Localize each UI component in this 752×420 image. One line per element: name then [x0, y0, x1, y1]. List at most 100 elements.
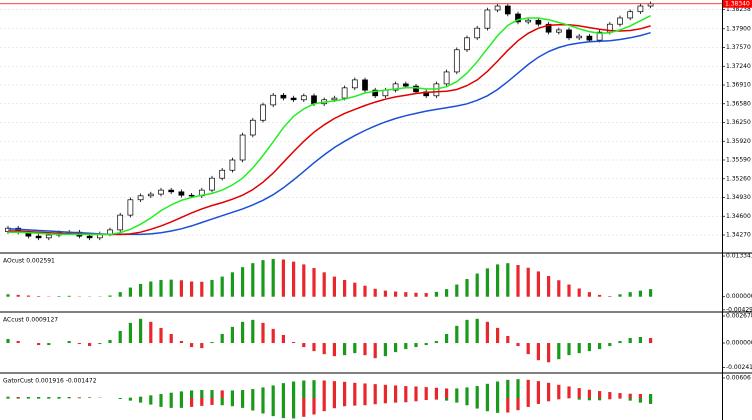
histogram-bar [587, 343, 591, 352]
gator-bar [587, 397, 591, 401]
y-tick-label: 1.37900 [726, 25, 751, 32]
gator-bar [506, 397, 510, 413]
gator-bar [57, 397, 61, 398]
candle-body [484, 9, 491, 29]
gator-bar [200, 390, 204, 398]
gator-bar [26, 397, 30, 399]
candle-body [474, 27, 481, 39]
histogram-bar [536, 343, 540, 361]
pane-title: AOcust 0.002591 [3, 258, 55, 265]
histogram-bar [638, 290, 642, 297]
gator-bar [37, 397, 41, 398]
histogram-bar [404, 343, 408, 350]
gator-bar [526, 379, 530, 398]
histogram-bar [261, 260, 265, 297]
candle-body [545, 23, 552, 33]
candle-body [86, 235, 93, 239]
gator-bar [6, 396, 10, 398]
candle-body [504, 5, 511, 15]
y-tick-label: 0.013341 [726, 253, 752, 260]
gator-bar [169, 397, 173, 408]
histogram-bar [445, 289, 449, 297]
y-tick-label: 1.36580 [726, 100, 751, 107]
candle-body [433, 83, 440, 97]
candle-body [637, 5, 644, 13]
histogram-bar [404, 292, 408, 297]
histogram-bar [353, 282, 357, 297]
histogram-bar [271, 258, 275, 297]
histogram-bar [332, 343, 336, 357]
gator-bar [220, 390, 224, 398]
histogram-bar [424, 343, 428, 346]
gator-bar [190, 390, 194, 398]
histogram-bar [169, 333, 173, 344]
gator-bar [608, 392, 612, 398]
gator-bar [475, 386, 479, 398]
gator-bar [332, 381, 336, 398]
histogram-bar [200, 343, 204, 349]
histogram-bar [118, 330, 122, 344]
gator-bar [6, 397, 10, 399]
candle-body [464, 37, 470, 51]
histogram-bar [526, 267, 530, 297]
histogram-bar [383, 290, 387, 297]
histogram-bar [159, 327, 163, 344]
gator-bar [383, 397, 387, 404]
histogram-bar [98, 343, 102, 345]
histogram-bar [465, 279, 469, 297]
histogram-bar [108, 295, 112, 297]
gator-bar [159, 397, 163, 407]
gator-bar [404, 386, 408, 398]
candle-body [209, 177, 215, 191]
candle-body [300, 95, 307, 101]
gator-bar [649, 394, 653, 398]
histogram-bar [16, 341, 20, 344]
histogram-bar [628, 337, 632, 344]
candle-body [178, 191, 185, 196]
histogram-bar [251, 319, 255, 344]
y-tick-label: 0.00606 [726, 374, 751, 381]
histogram-bar [608, 296, 612, 297]
histogram-bar [587, 292, 591, 297]
candle-body [362, 79, 368, 91]
histogram-bar [37, 296, 41, 297]
gator-bar [159, 394, 163, 398]
histogram-bar [383, 343, 387, 357]
histogram-bar [271, 328, 275, 344]
histogram-bar [67, 295, 71, 297]
histogram-bar [414, 343, 418, 348]
gator-bar [37, 397, 41, 399]
gator-bar [353, 397, 357, 406]
histogram-bar [322, 343, 326, 355]
histogram-bar [557, 343, 561, 360]
candle-body [372, 89, 379, 97]
candle-body [239, 134, 246, 161]
histogram-bar [343, 279, 347, 297]
candle-body [443, 71, 450, 85]
gator-bar [302, 397, 306, 417]
gator-bar [516, 397, 520, 411]
candle-body [351, 79, 358, 89]
histogram-bar [302, 343, 306, 348]
gator-bar [618, 393, 622, 398]
histogram-bar [475, 273, 479, 297]
gator-bar [557, 397, 561, 400]
gator-bar [16, 397, 20, 398]
gator-bar [312, 380, 316, 398]
histogram-bar [353, 343, 357, 354]
gator-bar [424, 387, 428, 398]
gator-bar [577, 388, 581, 398]
histogram-bar [567, 284, 571, 297]
histogram-bar [363, 285, 367, 297]
candle-body [188, 194, 195, 197]
histogram-bar [210, 279, 214, 297]
gator-bar [577, 397, 581, 400]
histogram-bar [190, 281, 194, 297]
histogram-bar [230, 326, 234, 344]
histogram-bar [128, 322, 132, 344]
y-tick-label: 1.36250 [726, 119, 751, 126]
gator-bar [251, 389, 255, 398]
gator-bar [547, 397, 551, 402]
gator-bar [179, 397, 183, 408]
histogram-bar [190, 343, 194, 348]
